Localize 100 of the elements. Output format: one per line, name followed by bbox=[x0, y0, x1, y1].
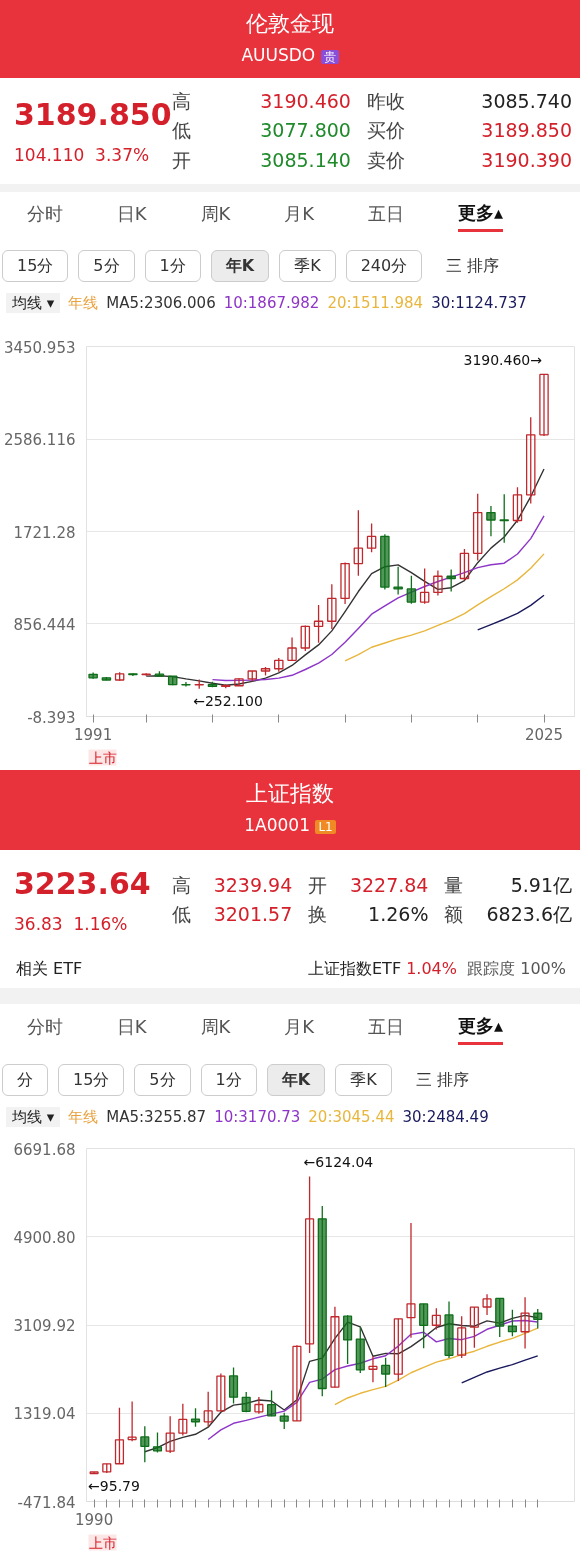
annotation: ←6124.04 bbox=[303, 1154, 374, 1171]
text: 20:1511.984 bbox=[327, 294, 424, 312]
candlestick bbox=[459, 548, 470, 581]
candlestick bbox=[330, 1306, 340, 1389]
candlestick bbox=[234, 677, 244, 687]
text: 昨收 bbox=[365, 89, 406, 115]
text: 3239.94 bbox=[212, 872, 294, 898]
candlestick bbox=[127, 1400, 137, 1442]
text: 低 bbox=[171, 902, 192, 927]
text: 跟踪度 100% bbox=[467, 958, 566, 978]
y-tick-label: 4900.80 bbox=[13, 1228, 76, 1247]
text: 卖价 bbox=[365, 147, 406, 173]
text: MA5:2306.006 bbox=[106, 294, 216, 312]
candlestick bbox=[165, 1415, 175, 1454]
line-series bbox=[344, 553, 545, 662]
text: 5分 bbox=[78, 249, 135, 283]
candlestick bbox=[520, 1296, 530, 1350]
text: 高 bbox=[172, 90, 191, 113]
annotation: ←95.79 bbox=[88, 1477, 140, 1494]
candlestick bbox=[254, 1396, 264, 1415]
text: 季K bbox=[335, 1063, 392, 1097]
text: 开 bbox=[171, 147, 192, 173]
candlestick bbox=[419, 1303, 429, 1349]
chart-title: 伦敦金现 bbox=[245, 10, 335, 38]
candlestick bbox=[419, 567, 430, 605]
text: 3085.740 bbox=[480, 89, 573, 115]
line-series bbox=[211, 515, 545, 682]
text: 更多▴ bbox=[457, 1012, 503, 1046]
text: 五日 bbox=[368, 202, 405, 227]
candlestick bbox=[446, 568, 456, 593]
candlestick bbox=[178, 1403, 188, 1437]
candlestick bbox=[340, 561, 350, 605]
text: 3190.460 bbox=[259, 89, 352, 115]
text: 上证指数ETF bbox=[308, 958, 402, 978]
candlestick bbox=[457, 1315, 467, 1359]
text: 上市 bbox=[88, 749, 117, 766]
y-tick-label: 3450.953 bbox=[3, 338, 76, 357]
text: 3189.850 bbox=[14, 96, 172, 135]
text: 15分 bbox=[58, 1063, 125, 1097]
candlestick bbox=[406, 1222, 416, 1339]
candlestick bbox=[469, 1306, 479, 1349]
text: 更多▴ bbox=[457, 199, 503, 233]
line-series bbox=[477, 594, 545, 631]
text: MA5:3255.87 bbox=[106, 1108, 207, 1126]
text: 104.110 3.37% bbox=[14, 145, 150, 166]
text: 3227.84 bbox=[348, 872, 430, 898]
text: 10:1867.982 bbox=[223, 294, 320, 312]
y-tick-label: 1319.04 bbox=[13, 1405, 76, 1424]
candlestick bbox=[190, 1407, 201, 1428]
text: 周K bbox=[200, 202, 231, 227]
y-tick-label: 2586.116 bbox=[3, 431, 76, 449]
x-tick-label: 1991 bbox=[74, 725, 113, 744]
text: 1.04% bbox=[406, 958, 457, 978]
text: 季K bbox=[279, 249, 336, 283]
y-tick-label: 856.444 bbox=[13, 616, 76, 634]
text: 三 排序 bbox=[445, 254, 501, 277]
candlestick bbox=[525, 416, 536, 505]
y-tick-label: -8.393 bbox=[27, 708, 76, 727]
candlestick bbox=[368, 1355, 378, 1383]
candlestick bbox=[393, 1317, 403, 1382]
text: 1分 bbox=[200, 1063, 257, 1097]
text: 5.91亿 bbox=[509, 872, 573, 898]
text: 3189.850 bbox=[480, 118, 573, 144]
candlestick bbox=[472, 493, 483, 562]
text: 3085.140 bbox=[259, 147, 352, 173]
candlestick bbox=[482, 1293, 492, 1316]
candlestick bbox=[305, 1175, 315, 1354]
text: 日K bbox=[116, 1015, 147, 1040]
text: 3190.390 bbox=[480, 147, 573, 173]
text: 日K bbox=[116, 202, 147, 227]
candlestick bbox=[140, 1425, 150, 1463]
x-tick-label: 1990 bbox=[75, 1510, 114, 1529]
text: 五日 bbox=[368, 1015, 405, 1040]
candlestick bbox=[292, 1344, 302, 1422]
candlestick bbox=[114, 1407, 125, 1465]
text: 量 bbox=[443, 872, 465, 898]
text: 30:1124.737 bbox=[431, 294, 527, 312]
candlestick bbox=[499, 493, 509, 544]
candlestick bbox=[533, 1308, 543, 1330]
text: 30:2484.49 bbox=[402, 1108, 489, 1126]
candlestick bbox=[327, 583, 337, 630]
text: 3077.800 bbox=[259, 118, 352, 144]
candlestick bbox=[366, 522, 377, 553]
text: 5分 bbox=[134, 1063, 191, 1097]
text: 高 bbox=[171, 872, 192, 898]
text: L1 bbox=[315, 820, 336, 835]
text: 换 bbox=[307, 902, 329, 927]
chart-title: 上证指数 bbox=[245, 780, 335, 808]
text: 36.83 1.16% bbox=[14, 914, 128, 935]
text: 低 bbox=[172, 119, 191, 142]
text: 周K bbox=[200, 1015, 231, 1040]
text: 均线 ▾ bbox=[6, 1107, 61, 1127]
text: 6823.6亿 bbox=[485, 902, 573, 927]
candlestick bbox=[203, 1391, 213, 1428]
candlestick bbox=[266, 1389, 277, 1417]
y-tick-label: 3109.92 bbox=[13, 1317, 76, 1335]
text: 月K bbox=[284, 202, 315, 227]
chart-subtitle: 1A0001 bbox=[244, 815, 310, 836]
candlestick bbox=[343, 1314, 353, 1365]
candlestick bbox=[300, 624, 311, 652]
